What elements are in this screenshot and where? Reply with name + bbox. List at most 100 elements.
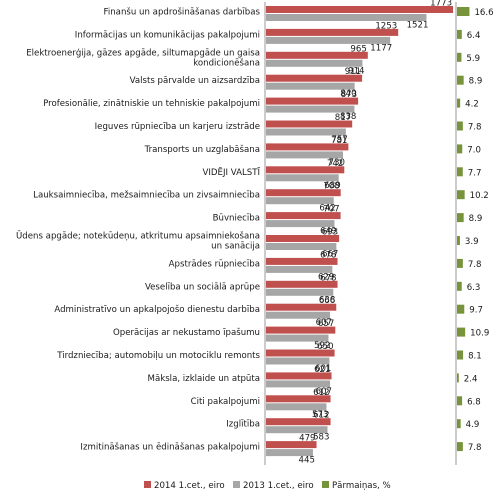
legend-item-change-label: Pārmaiņas, % <box>332 481 391 491</box>
value-label-2013: 573 <box>312 410 328 420</box>
bar-2013 <box>266 243 337 250</box>
bar-2013 <box>266 380 331 388</box>
bar-change <box>457 236 460 245</box>
bar-2013 <box>266 59 363 67</box>
bar-change <box>457 304 465 314</box>
bar-2013 <box>266 151 344 159</box>
legend: 2014 1.cet., eiro 2013 1.cet., eiro Pārmai… <box>144 481 391 491</box>
value-label-2014: 612 <box>313 388 329 398</box>
value-label-2014: 708 <box>323 182 339 192</box>
bar-2013 <box>266 449 313 457</box>
value-label-2013: 838 <box>340 112 356 122</box>
bar-2013 <box>266 403 327 411</box>
value-label-change: 7.8 <box>468 443 482 453</box>
value-label-2013: 629 <box>318 272 334 282</box>
bar-change <box>457 75 464 85</box>
value-label-2014: 666 <box>319 296 335 306</box>
bar-change <box>457 396 463 406</box>
value-label-2014: 965 <box>350 44 366 54</box>
value-label-2014: 1773 <box>430 0 452 9</box>
value-label-2014: 911 <box>345 67 361 77</box>
legend-item-2013-swatch <box>233 481 240 488</box>
value-label-2013: 689 <box>324 181 340 191</box>
category-label-line: Ūdens apgāde; notekūdeņu, atkritumu apsa… <box>16 231 260 242</box>
value-label-change: 6.8 <box>467 397 481 407</box>
category-label-line: kondicionēšana <box>193 57 260 68</box>
bar-2014 <box>266 6 454 13</box>
bar-2014 <box>266 372 332 380</box>
bar-change <box>457 419 461 429</box>
value-label-2013: 592 <box>314 341 330 351</box>
category-label-line: un sanācija <box>211 242 260 252</box>
category-label: Ieguves rūpniecība un karjeru izstrāde <box>95 122 260 132</box>
category-label: Apstrādes rūpniecība <box>169 259 260 269</box>
bar-change <box>457 258 463 268</box>
bar-2013 <box>266 174 339 182</box>
value-label-2014: 650 <box>317 342 333 352</box>
value-label-2014: 657 <box>318 319 334 329</box>
bar-2014 <box>266 326 336 334</box>
value-label-2014: 873 <box>341 90 357 100</box>
value-label-change: 9.7 <box>469 306 483 316</box>
bar-2014 <box>266 97 359 105</box>
value-label-change: 6.3 <box>467 283 481 293</box>
bar-2013 <box>266 426 328 434</box>
category-label: Finanšu un apdrošināšanas darbības <box>104 7 261 18</box>
value-label-change: 10.9 <box>470 329 489 339</box>
bar-2013 <box>266 357 330 365</box>
value-label-2014: 693 <box>322 228 338 238</box>
value-label-change: 4.9 <box>466 420 480 430</box>
bar-2013 <box>266 82 355 90</box>
bar-change <box>457 52 462 62</box>
bar-change <box>457 281 462 291</box>
value-label-2013: 667 <box>322 250 338 260</box>
value-label-2014: 817 <box>335 113 351 123</box>
bar-change <box>457 144 463 154</box>
value-label-2013: 601 <box>315 364 331 374</box>
bar-2014 <box>266 143 349 151</box>
bar-2014 <box>266 120 353 128</box>
value-label-2013: 642 <box>319 204 335 214</box>
category-label: VIDĒJI VALSTĪ <box>203 167 261 178</box>
bar-2013 <box>266 288 334 296</box>
bar-2014 <box>266 303 337 311</box>
bar-2014 <box>266 166 345 174</box>
bar-change <box>457 442 463 452</box>
category-label: Valsts pārvalde un aizsardzība <box>130 76 260 86</box>
bar-2013 <box>266 220 335 228</box>
bar-change <box>457 121 463 131</box>
value-label-2013: 638 <box>319 295 335 305</box>
value-label-change: 8.9 <box>469 214 483 224</box>
value-label-change: 7.7 <box>468 168 482 178</box>
category-label: Ūdens apgāde; notekūdeņu, atkritumu apsa… <box>16 231 260 252</box>
value-label-2014: 678 <box>320 250 336 260</box>
value-label-2013: 607 <box>316 318 332 328</box>
bar-2014 <box>266 395 331 403</box>
value-label-2013: 757 <box>331 135 347 145</box>
value-label-2013: 840 <box>340 89 356 99</box>
bar-change <box>457 98 461 108</box>
value-label-change: 4.2 <box>465 100 479 110</box>
bar-change <box>457 29 462 39</box>
bar-2014 <box>266 74 363 82</box>
bar-2013 <box>266 14 427 21</box>
category-label: Izmitināšanas un ēdināšanas pakalpojumi <box>80 442 260 453</box>
category-label: Izglītība <box>226 420 260 430</box>
bar-2014 <box>266 28 399 36</box>
value-label-change: 10.2 <box>470 191 489 201</box>
value-label-2014: 678 <box>320 273 336 283</box>
value-label-2014: 1253 <box>375 21 397 31</box>
category-label: Informācijas un komunikācijas pakalpojum… <box>75 30 260 40</box>
bar-2014 <box>266 280 338 288</box>
bar-change <box>457 350 464 360</box>
category-label: Māksla, izklaide un atpūta <box>148 374 260 384</box>
bar-2013 <box>266 36 391 44</box>
value-label-2013: 445 <box>299 456 315 466</box>
bar-change <box>457 327 466 337</box>
bar-change <box>457 7 470 16</box>
category-label: Lauksaimniecība, mežsaimniecība un zivsa… <box>33 191 260 201</box>
bar-2013 <box>266 197 334 205</box>
bar-change <box>457 167 463 177</box>
bar-2014 <box>266 349 335 357</box>
value-label-change: 6.4 <box>467 31 481 41</box>
